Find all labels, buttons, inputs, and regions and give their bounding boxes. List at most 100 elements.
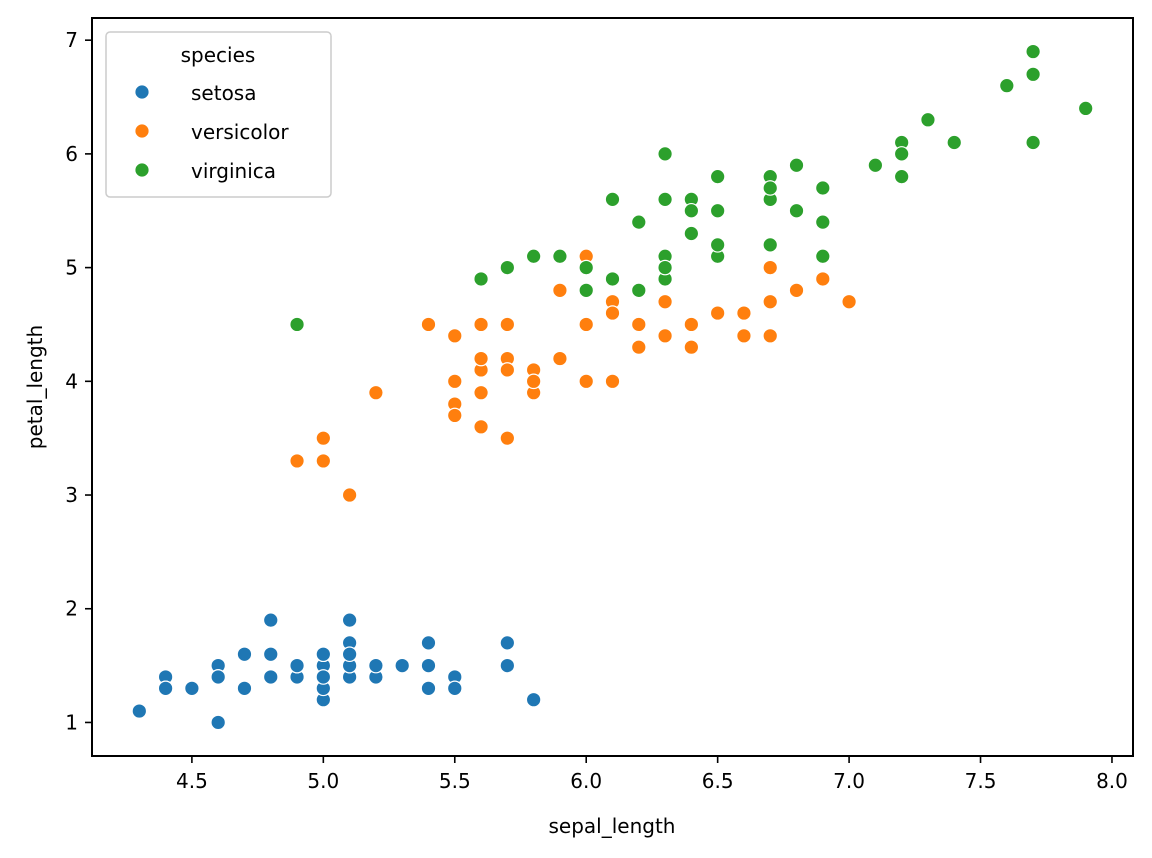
data-point-versicolor xyxy=(578,373,595,390)
data-point-virginica xyxy=(683,225,700,242)
y-tick-label: 1 xyxy=(65,710,78,734)
data-point-setosa xyxy=(210,669,226,685)
legend-label-setosa: setosa xyxy=(191,81,256,105)
data-point-virginica xyxy=(893,146,910,162)
data-point-versicolor xyxy=(604,305,621,321)
y-axis-label: petal_length xyxy=(23,325,47,449)
data-point-virginica xyxy=(762,180,779,196)
data-point-setosa xyxy=(420,657,437,674)
data-point-versicolor xyxy=(709,305,726,321)
data-point-versicolor xyxy=(289,453,305,469)
data-point-virginica xyxy=(1025,43,1041,60)
data-point-versicolor xyxy=(446,407,463,424)
axes-frame xyxy=(91,17,1134,757)
data-point-versicolor xyxy=(473,316,489,333)
data-point-versicolor xyxy=(473,418,489,435)
legend-marker-versicolor xyxy=(134,123,150,139)
data-point-versicolor xyxy=(315,430,332,446)
data-point-virginica xyxy=(578,282,595,299)
data-point-setosa xyxy=(157,680,174,697)
data-point-setosa xyxy=(262,669,279,685)
legend-marker-virginica xyxy=(134,162,150,178)
data-point-virginica xyxy=(657,146,673,162)
data-point-setosa xyxy=(525,691,542,708)
data-point-versicolor xyxy=(657,293,673,310)
data-point-virginica xyxy=(867,157,884,174)
legend-label-virginica: virginica xyxy=(191,159,276,183)
y-tick-label: 7 xyxy=(65,28,78,52)
legend-marker-setosa xyxy=(134,84,150,100)
data-point-virginica xyxy=(630,214,647,230)
x-tick-label: 5.0 xyxy=(307,769,339,793)
data-point-setosa xyxy=(499,635,516,651)
data-point-virginica xyxy=(815,180,831,196)
data-point-virginica xyxy=(525,248,542,265)
data-point-virginica xyxy=(499,259,516,276)
data-point-versicolor xyxy=(578,316,595,333)
data-point-versicolor xyxy=(499,430,516,446)
data-point-virginica xyxy=(815,214,831,230)
x-tick-label: 6.0 xyxy=(570,769,602,793)
data-point-virginica xyxy=(920,111,936,128)
data-point-setosa xyxy=(315,669,332,685)
data-point-setosa xyxy=(341,646,358,663)
data-point-setosa xyxy=(499,657,516,674)
data-point-versicolor xyxy=(815,271,831,287)
data-point-virginica xyxy=(578,259,595,276)
data-point-setosa xyxy=(420,635,437,651)
data-point-virginica xyxy=(709,168,726,185)
data-point-virginica xyxy=(683,202,700,219)
data-point-virginica xyxy=(630,282,647,299)
legend-title: species xyxy=(181,43,256,67)
data-point-virginica xyxy=(946,134,963,151)
data-point-setosa xyxy=(262,612,279,628)
data-point-versicolor xyxy=(499,362,516,378)
y-tick-label: 3 xyxy=(65,483,78,507)
x-tick-label: 7.0 xyxy=(833,769,865,793)
y-tick-label: 5 xyxy=(65,256,78,280)
data-point-setosa xyxy=(236,680,253,697)
data-point-setosa xyxy=(236,646,253,663)
data-point-virginica xyxy=(788,157,805,174)
legend-box xyxy=(105,31,332,198)
legend: species setosa versicolor virginica xyxy=(105,31,332,198)
data-point-virginica xyxy=(552,248,568,265)
y-tick-label: 4 xyxy=(65,369,78,393)
data-point-virginica xyxy=(604,271,621,287)
data-point-virginica xyxy=(709,202,726,219)
data-point-setosa xyxy=(368,657,384,674)
data-point-versicolor xyxy=(446,373,463,390)
points-layer xyxy=(131,43,1094,731)
data-point-versicolor xyxy=(341,487,358,503)
data-point-versicolor xyxy=(788,282,805,299)
x-tick-label: 5.5 xyxy=(439,769,471,793)
data-point-virginica xyxy=(473,271,489,287)
data-point-versicolor xyxy=(368,384,384,401)
data-point-virginica xyxy=(1077,100,1094,117)
data-point-versicolor xyxy=(762,259,779,276)
data-point-setosa xyxy=(394,657,410,674)
data-point-versicolor xyxy=(630,339,647,356)
data-point-setosa xyxy=(446,680,463,697)
data-point-setosa xyxy=(315,646,332,663)
data-point-virginica xyxy=(815,248,831,265)
data-point-versicolor xyxy=(420,316,437,333)
x-axis: 4.5 5.0 5.5 6.0 6.5 7.0 7.5 8.0 xyxy=(176,756,1128,793)
data-point-versicolor xyxy=(499,316,516,333)
data-point-virginica xyxy=(1025,134,1041,151)
data-point-versicolor xyxy=(604,373,621,390)
data-point-setosa xyxy=(184,680,200,697)
data-point-setosa xyxy=(131,703,148,719)
data-point-setosa xyxy=(341,612,358,628)
data-point-virginica xyxy=(762,237,779,253)
data-point-versicolor xyxy=(473,384,489,401)
data-point-setosa xyxy=(420,680,437,697)
data-point-setosa xyxy=(289,657,305,674)
data-point-virginica xyxy=(788,202,805,219)
x-axis-label: sepal_length xyxy=(549,814,676,838)
data-point-versicolor xyxy=(657,328,673,344)
x-tick-label: 7.5 xyxy=(965,769,997,793)
y-axis: 1 2 3 4 5 6 7 xyxy=(65,28,92,734)
data-point-virginica xyxy=(289,316,305,333)
